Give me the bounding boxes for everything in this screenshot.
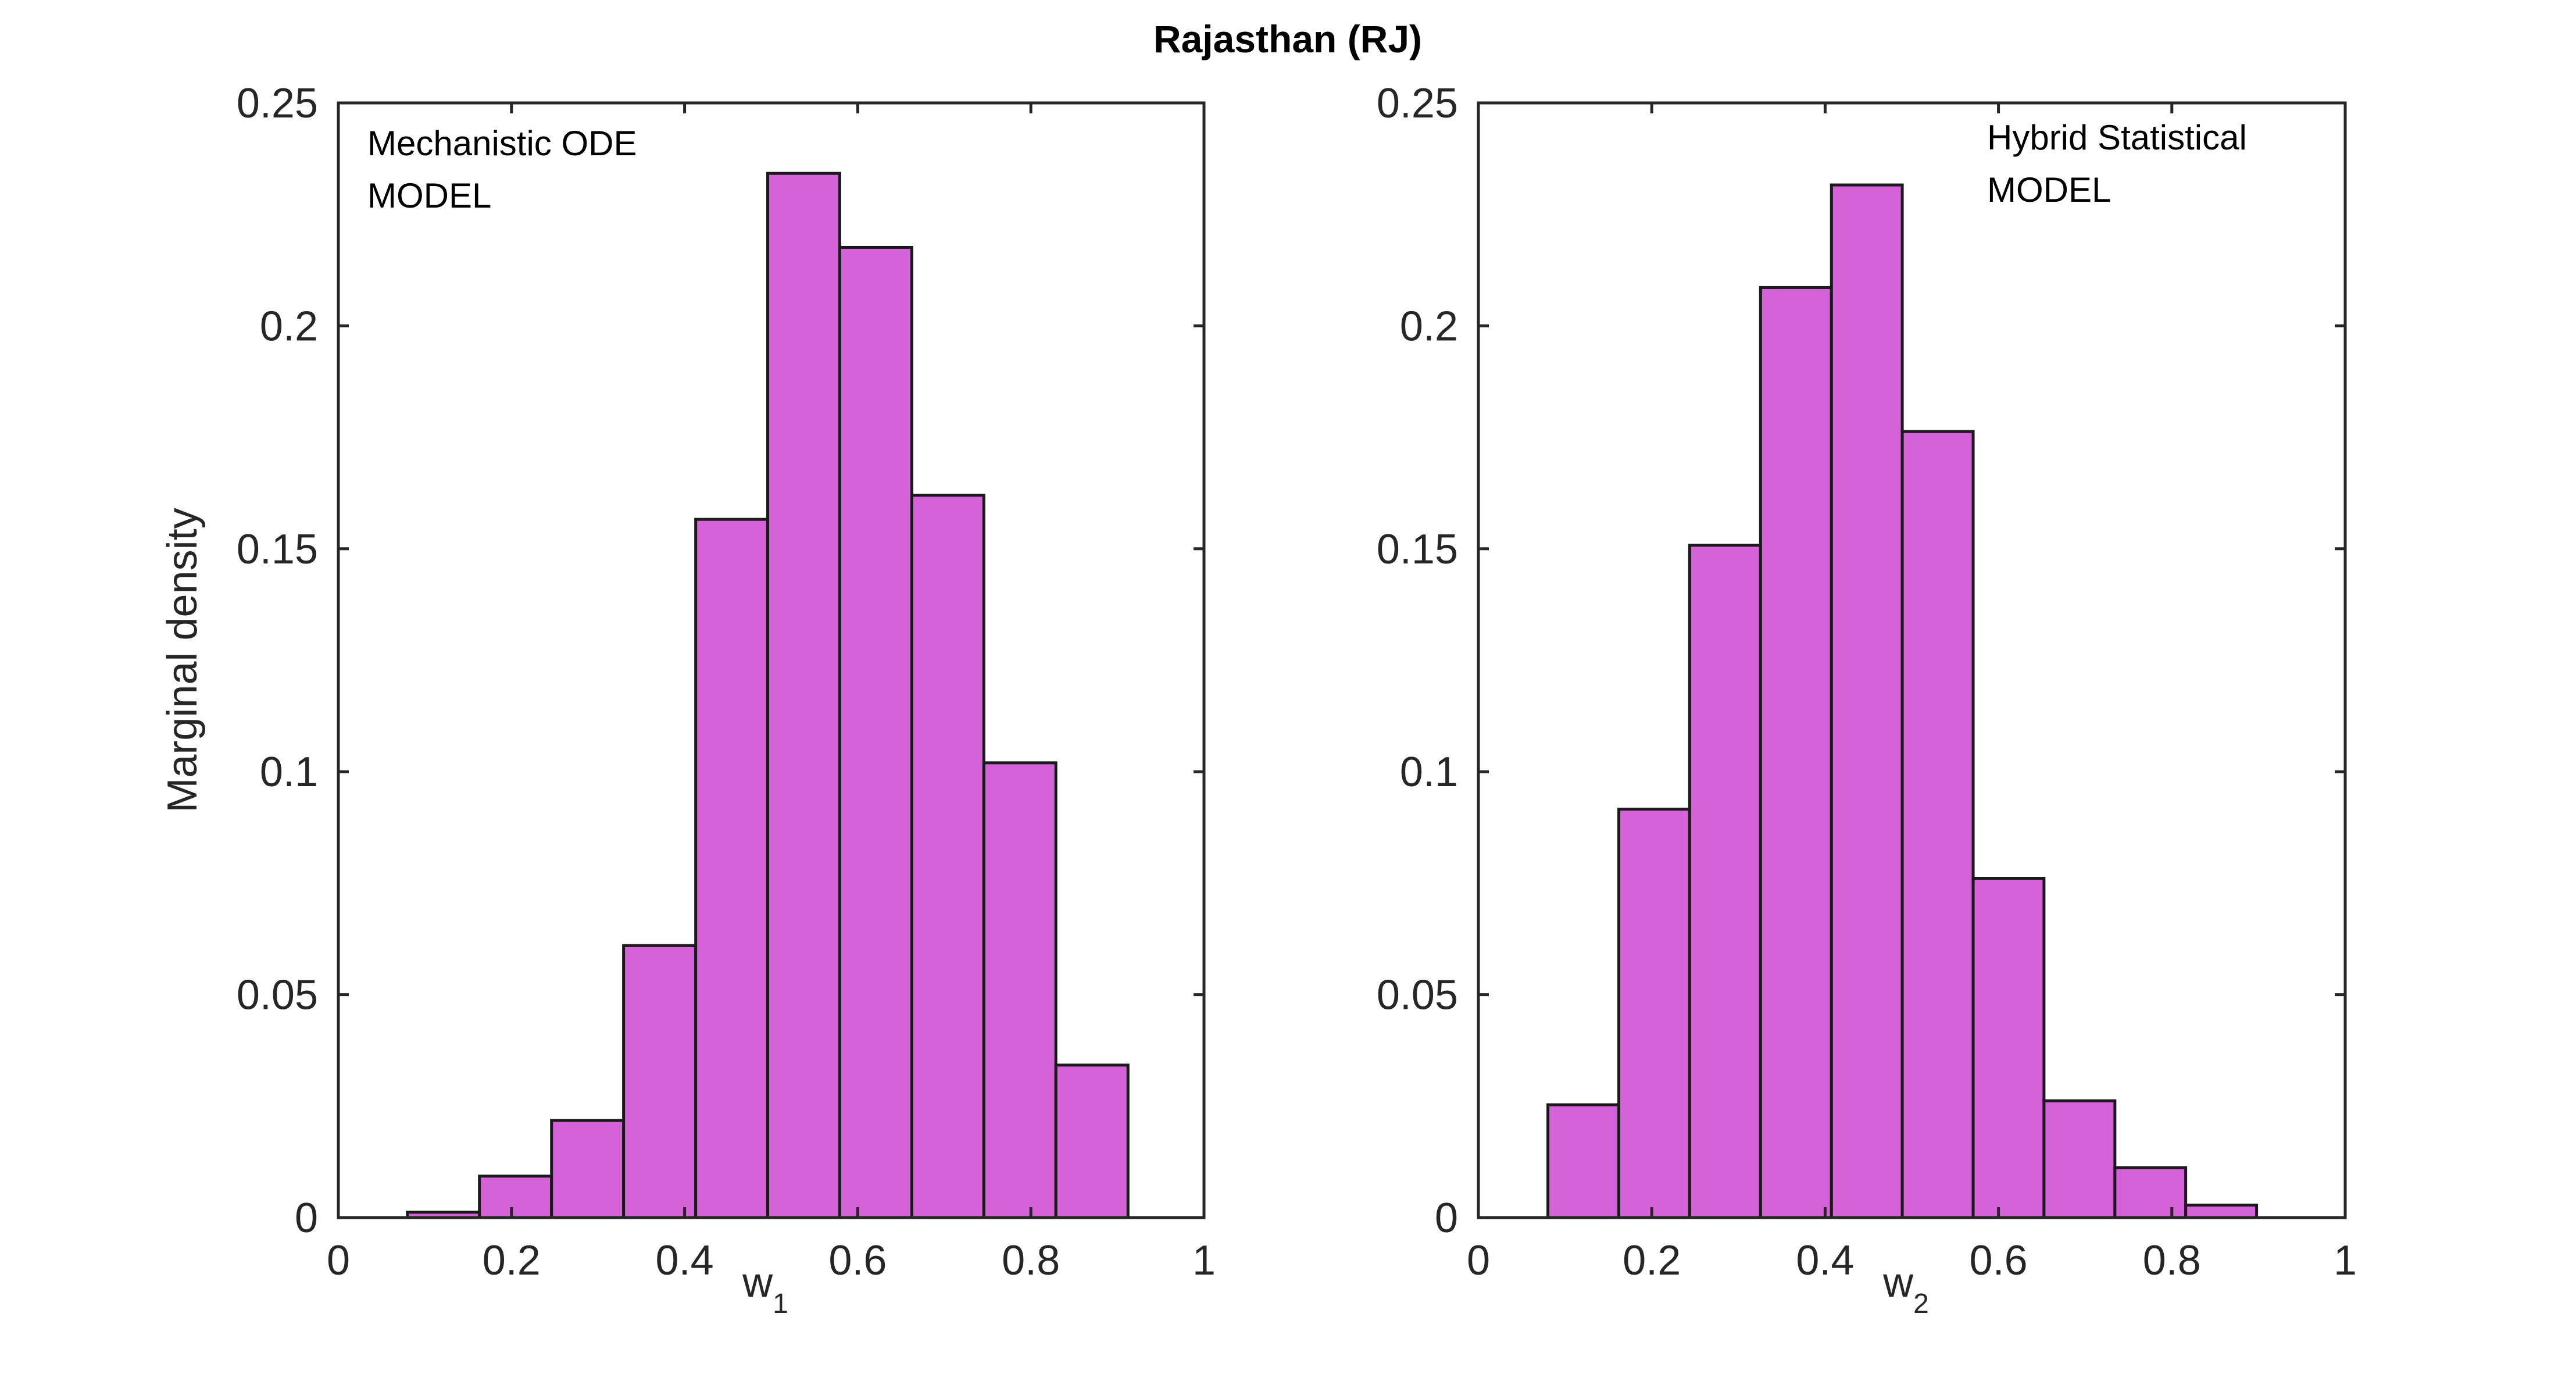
x-tick-label: 0.4 xyxy=(656,1237,714,1284)
histogram-bar xyxy=(550,1119,626,1219)
histogram-bar xyxy=(1546,1103,1621,1219)
x-tick-label: 0 xyxy=(1467,1237,1490,1284)
histogram-bar xyxy=(478,1175,553,1219)
histogram-bar xyxy=(1900,430,1975,1219)
panel-annotation: Mechanistic ODE xyxy=(367,124,637,163)
panel-left: 0 0.2 0.4 0.6 0.8 1 0 0.05 0.1 0.15 0.2 0.25 Mechani… xyxy=(159,80,1216,1319)
panel-annotation: MODEL xyxy=(367,176,491,215)
histogram-bar xyxy=(1830,183,1904,1219)
x-tick-label: 0.6 xyxy=(828,1237,887,1284)
x-tick-label: 0 xyxy=(327,1237,350,1284)
histogram-bar xyxy=(1054,1063,1130,1219)
y-tick-label: 0 xyxy=(1435,1195,1458,1241)
histogram-bar xyxy=(622,944,698,1219)
x-tick-label: 0.6 xyxy=(1970,1237,2028,1284)
histogram-bar xyxy=(1971,876,2046,1219)
y-tick-label: 0.1 xyxy=(260,749,318,795)
histogram-bar xyxy=(766,172,841,1219)
histogram-bar xyxy=(2113,1166,2188,1219)
histogram-bar xyxy=(838,245,913,1219)
x-axis-label-subscript: 2 xyxy=(1913,1289,1929,1319)
x-axis-label-subscript: 1 xyxy=(773,1289,788,1319)
bars-left xyxy=(406,172,1130,1219)
histogram-bar xyxy=(1759,285,1833,1219)
x-tick-label: 0.4 xyxy=(1796,1237,1854,1284)
histogram-bar xyxy=(1617,808,1691,1219)
y-axis-label: Marginal density xyxy=(159,508,206,812)
y-tick-label: 0.2 xyxy=(1400,303,1458,349)
y-tick-label: 0.05 xyxy=(237,972,318,1019)
axes-frame xyxy=(337,101,1206,1219)
x-axis-label: w1 xyxy=(742,1259,788,1319)
panels: 0 0.2 0.4 0.6 0.8 1 0 0.05 0.1 0.15 0.2 0.25 Mechani… xyxy=(159,80,2357,1319)
y-tick-label: 0.15 xyxy=(237,526,318,573)
y-tick-label: 0 xyxy=(295,1195,318,1241)
panel-right: 0 0.2 0.4 0.6 0.8 1 0 0.05 0.1 0.15 0.2 0.25 Hybrid … xyxy=(1377,80,2357,1319)
histogram-bar xyxy=(2184,1204,2259,1219)
histogram-bar xyxy=(1688,544,1762,1219)
y-tick-label: 0.25 xyxy=(237,80,318,127)
x-tick-label: 1 xyxy=(2334,1237,2357,1284)
x-tick-label: 0.8 xyxy=(1002,1237,1060,1284)
y-tick-label: 0.25 xyxy=(1377,80,1458,127)
x-tick-label: 0.2 xyxy=(483,1237,541,1284)
panel-annotation: Hybrid Statistical xyxy=(1987,118,2247,157)
y-tick-label: 0.1 xyxy=(1400,749,1458,795)
x-tick-label: 0.8 xyxy=(2143,1237,2201,1284)
histogram-bar xyxy=(982,761,1057,1219)
x-axis-label: w2 xyxy=(1882,1259,1929,1319)
y-tick-label: 0.15 xyxy=(1377,526,1458,573)
y-tick-label: 0.2 xyxy=(260,303,318,349)
figure-title: Rajasthan (RJ) xyxy=(1153,17,1422,60)
x-tick-label: 0.2 xyxy=(1623,1237,1681,1284)
histogram-bar xyxy=(694,518,770,1219)
x-tick-label: 1 xyxy=(1192,1237,1216,1284)
panel-annotation: MODEL xyxy=(1987,170,2111,209)
y-tick-label: 0.05 xyxy=(1377,972,1458,1019)
histogram-bar xyxy=(2042,1099,2117,1219)
histogram-bar xyxy=(910,494,985,1219)
axes-frame xyxy=(1477,101,2347,1219)
bars-right xyxy=(1546,183,2259,1219)
